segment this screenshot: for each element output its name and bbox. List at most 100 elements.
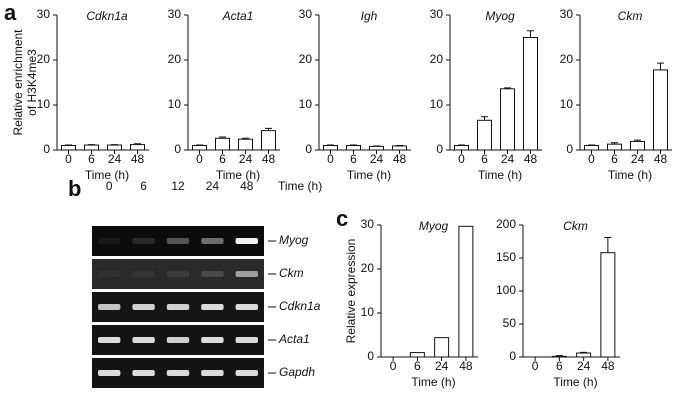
x-tick-label: 24	[108, 152, 122, 166]
bar	[261, 130, 276, 151]
gel-band	[132, 271, 155, 277]
error-bar	[604, 237, 612, 253]
gel-band	[166, 304, 190, 310]
gel-band	[235, 304, 258, 310]
x-axis-label: Time (h)	[216, 168, 260, 182]
gel-band	[98, 370, 121, 376]
gel-band	[132, 337, 155, 343]
x-tick-label: 48	[654, 152, 668, 166]
bar	[523, 37, 538, 151]
x-tick-label: 0	[390, 359, 397, 373]
y-tick-label: 0	[509, 349, 516, 363]
gel-band	[98, 304, 121, 310]
gel-band	[98, 271, 120, 277]
lane-label: 0	[106, 179, 113, 193]
y-tick-label: 0	[174, 142, 181, 156]
chart-title: Myog	[419, 219, 449, 233]
x-tick-label: 6	[481, 152, 488, 166]
x-axis-label: Time (h)	[553, 375, 597, 389]
x-tick-label: 0	[588, 152, 595, 166]
panel-label: b	[68, 176, 81, 201]
y-tick-label: 10	[168, 97, 182, 111]
bar	[409, 352, 425, 358]
gel-band	[235, 370, 258, 376]
gel-box	[92, 226, 264, 256]
y-tick-label: 100	[496, 283, 516, 297]
bar	[392, 145, 407, 151]
x-tick-label: 0	[65, 152, 72, 166]
bar	[477, 119, 492, 151]
chart-title: Acta1	[222, 9, 254, 23]
y-tick-label: 20	[299, 52, 313, 66]
y-tick-label: 10	[560, 97, 574, 111]
bar	[458, 225, 474, 358]
gel-band	[166, 271, 190, 277]
gel-band	[132, 238, 155, 244]
x-tick-label: 48	[459, 359, 473, 373]
y-tick-label: 20	[361, 261, 375, 275]
gel-band	[201, 271, 224, 277]
bar	[84, 144, 99, 151]
chart-title: Cdkn1a	[86, 9, 128, 23]
y-tick-label: 150	[496, 250, 516, 264]
panel-label: c	[336, 206, 348, 231]
error-bar	[481, 116, 488, 121]
bar	[551, 355, 567, 358]
x-tick-label: 0	[458, 152, 465, 166]
gel-band	[132, 304, 155, 310]
x-axis-label: Time (h)	[411, 375, 455, 389]
y-tick-label: 20	[560, 52, 574, 66]
chart-title: Myog	[485, 9, 515, 23]
gel-band	[132, 370, 155, 376]
y-axis-label: of H3K4me3	[25, 49, 39, 116]
chart-title: Ckm	[618, 9, 643, 23]
y-axis-label: Relative enrichment	[11, 29, 25, 136]
gel-band	[235, 337, 258, 343]
x-tick-label: 24	[631, 152, 645, 166]
y-tick-label: 20	[430, 52, 444, 66]
x-tick-label: 0	[196, 152, 203, 166]
bar	[454, 145, 469, 151]
x-tick-label: 6	[88, 152, 95, 166]
chart-title: Igh	[361, 9, 378, 23]
error-bar	[527, 30, 534, 38]
gel-band	[166, 238, 190, 244]
y-tick-label: 30	[560, 7, 574, 21]
x-tick-label: 0	[327, 152, 334, 166]
y-tick-label: 10	[430, 97, 444, 111]
gel-band	[235, 238, 258, 244]
bar	[130, 144, 145, 151]
x-tick-label: 48	[262, 152, 276, 166]
x-axis-label: Time (h)	[478, 168, 522, 182]
gel-band	[201, 370, 224, 376]
y-tick-label: 30	[37, 7, 51, 21]
x-tick-label: 24	[577, 359, 591, 373]
bar	[346, 145, 361, 151]
y-tick-label: 30	[361, 217, 375, 231]
gene-label: Cdkn1a	[279, 299, 321, 313]
gel-band	[235, 271, 258, 277]
y-tick-label: 0	[566, 142, 573, 156]
gel-box	[92, 259, 264, 289]
y-tick-label: 0	[436, 142, 443, 156]
gel-band	[98, 337, 121, 343]
bar	[607, 143, 622, 151]
y-tick-label: 30	[168, 7, 182, 21]
bar	[238, 138, 253, 151]
gel-band	[98, 238, 121, 244]
gene-label: Myog	[279, 233, 309, 247]
y-tick-label: 10	[361, 305, 375, 319]
y-tick-label: 20	[168, 52, 182, 66]
x-tick-label: 24	[239, 152, 253, 166]
x-axis-label: Time (h)	[85, 168, 129, 182]
y-tick-label: 200	[496, 217, 516, 231]
lane-label: 6	[140, 179, 147, 193]
bar	[630, 140, 645, 151]
gel-band	[201, 337, 224, 343]
x-tick-label: 24	[370, 152, 384, 166]
bar	[107, 144, 122, 151]
x-tick-label: 48	[601, 359, 615, 373]
x-tick-label: 48	[393, 152, 407, 166]
gene-label: Acta1	[278, 332, 310, 346]
